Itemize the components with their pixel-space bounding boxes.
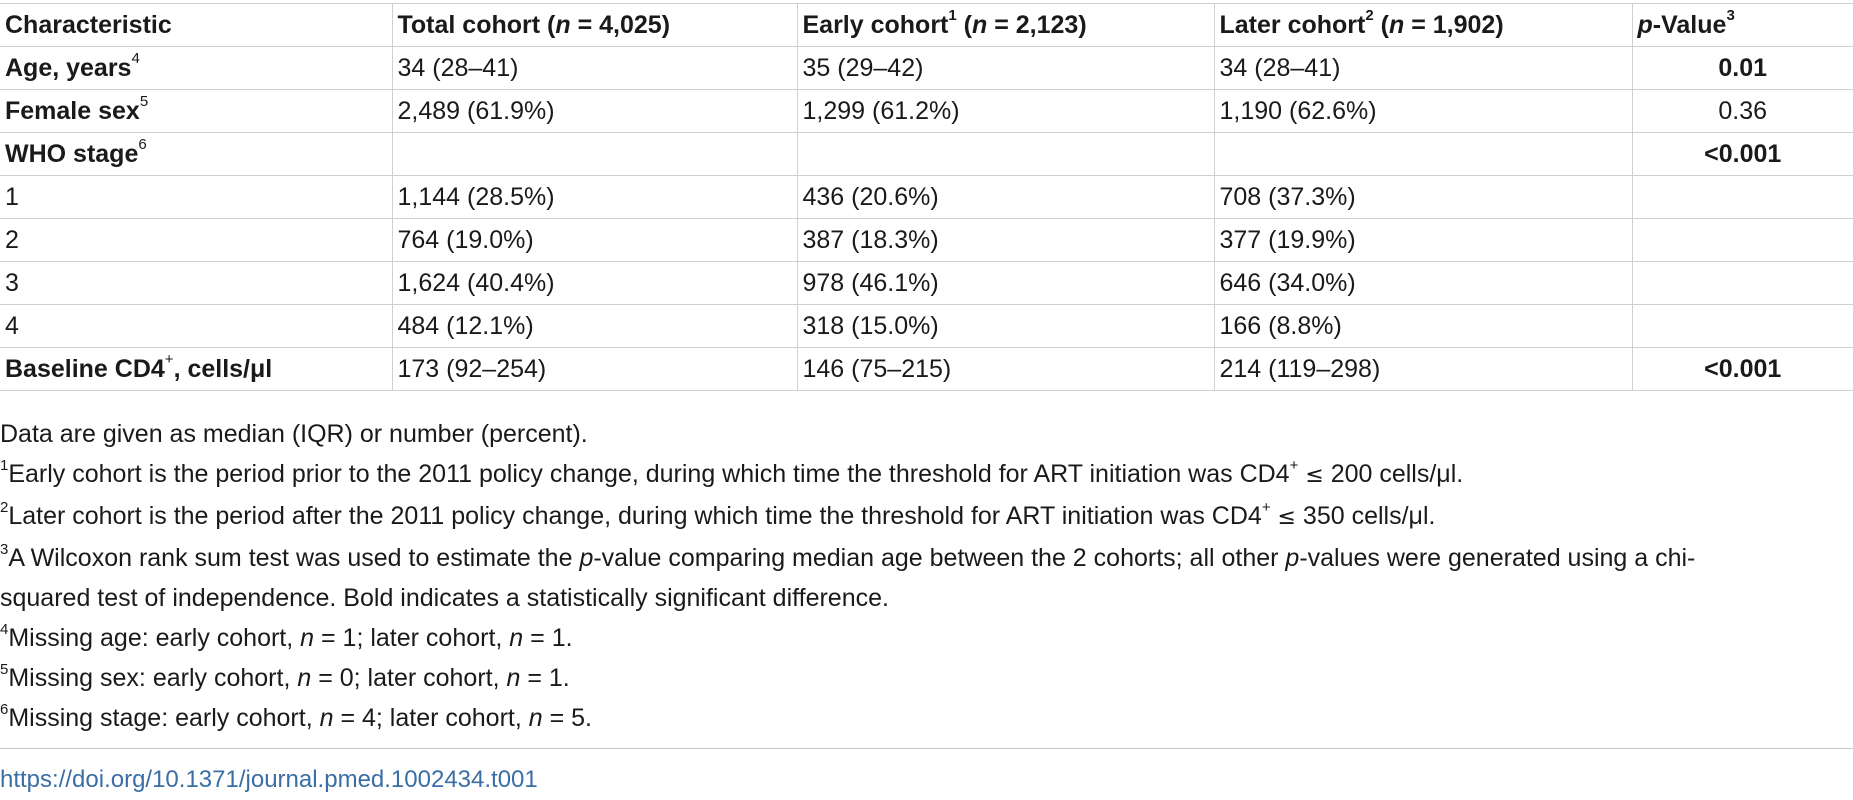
- cell-early: 978 (46.1%): [797, 261, 1215, 305]
- row-label: Age, years4: [0, 46, 393, 90]
- table-row: 3 1,624 (40.4%) 978 (46.1%) 646 (34.0%): [0, 261, 1853, 305]
- footnote-4: 4Missing age: early cohort, n = 1; later…: [0, 620, 573, 652]
- cell-early: [797, 132, 1215, 176]
- row-label: 1: [0, 175, 393, 219]
- cell-total: 764 (19.0%): [392, 218, 798, 262]
- row-label: 2: [0, 218, 393, 262]
- footnote-3: 3A Wilcoxon rank sum test was used to es…: [0, 540, 1696, 572]
- cell-early: 146 (75–215): [797, 347, 1215, 391]
- cell-p-value: [1632, 218, 1853, 262]
- cohort-characteristics-table: Characteristic Total cohort (n = 4,025) …: [0, 3, 1853, 391]
- cell-later: 1,190 (62.6%): [1214, 89, 1633, 133]
- table-row: 1 1,144 (28.5%) 436 (20.6%) 708 (37.3%): [0, 175, 1853, 219]
- footnote-6: 6Missing stage: early cohort, n = 4; lat…: [0, 700, 592, 732]
- table-row: WHO stage6 <0.001: [0, 132, 1853, 176]
- doi-link[interactable]: https://doi.org/10.1371/journal.pmed.100…: [0, 766, 538, 793]
- cell-total: 484 (12.1%): [392, 304, 798, 348]
- table-row: Age, years4 34 (28–41) 35 (29–42) 34 (28…: [0, 46, 1853, 90]
- row-label: Baseline CD4+, cells/μl: [0, 347, 393, 391]
- cell-p-value: [1632, 261, 1853, 305]
- header-early-cohort: Early cohort1 (n = 2,123): [797, 3, 1215, 47]
- cell-later: 166 (8.8%): [1214, 304, 1633, 348]
- cell-later: 646 (34.0%): [1214, 261, 1633, 305]
- cell-p-value: [1632, 175, 1853, 219]
- row-label: 3: [0, 261, 393, 305]
- cell-early: 1,299 (61.2%): [797, 89, 1215, 133]
- table-footnotes: Data are given as median (IQR) or number…: [0, 414, 1853, 738]
- row-label: 4: [0, 304, 393, 348]
- cell-total: 34 (28–41): [392, 46, 798, 90]
- table-row: Female sex5 2,489 (61.9%) 1,299 (61.2%) …: [0, 89, 1853, 133]
- table-row: 4 484 (12.1%) 318 (15.0%) 166 (8.8%): [0, 304, 1853, 348]
- cell-p-value: [1632, 304, 1853, 348]
- row-label: Female sex5: [0, 89, 393, 133]
- footnote-5: 5Missing sex: early cohort, n = 0; later…: [0, 660, 570, 692]
- table-header-row: Characteristic Total cohort (n = 4,025) …: [0, 3, 1853, 47]
- cell-later: [1214, 132, 1633, 176]
- cell-p-value: <0.001: [1632, 132, 1853, 176]
- cell-later: 214 (119–298): [1214, 347, 1633, 391]
- cell-early: 318 (15.0%): [797, 304, 1215, 348]
- footnote-1: 1Early cohort is the period prior to the…: [0, 456, 1464, 488]
- cell-later: 708 (37.3%): [1214, 175, 1633, 219]
- table-row: Baseline CD4+, cells/μl 173 (92–254) 146…: [0, 347, 1853, 391]
- cell-p-value: <0.001: [1632, 347, 1853, 391]
- cell-total: 1,144 (28.5%): [392, 175, 798, 219]
- cell-total: 2,489 (61.9%): [392, 89, 798, 133]
- cell-total: [392, 132, 798, 176]
- footnote-3-continued: squared test of independence. Bold indic…: [0, 584, 889, 612]
- footnote-data-format: Data are given as median (IQR) or number…: [0, 420, 588, 448]
- cell-total: 1,624 (40.4%): [392, 261, 798, 305]
- footer-divider: [0, 748, 1853, 749]
- row-label: WHO stage6: [0, 132, 393, 176]
- header-p-value: p-Value3: [1632, 3, 1853, 47]
- cell-early: 35 (29–42): [797, 46, 1215, 90]
- header-characteristic: Characteristic: [0, 3, 393, 47]
- cell-early: 436 (20.6%): [797, 175, 1215, 219]
- cell-later: 377 (19.9%): [1214, 218, 1633, 262]
- footnote-2: 2Later cohort is the period after the 20…: [0, 498, 1436, 530]
- table-row: 2 764 (19.0%) 387 (18.3%) 377 (19.9%): [0, 218, 1853, 262]
- cell-later: 34 (28–41): [1214, 46, 1633, 90]
- cell-p-value: 0.36: [1632, 89, 1853, 133]
- header-total-cohort: Total cohort (n = 4,025): [392, 3, 798, 47]
- cell-early: 387 (18.3%): [797, 218, 1215, 262]
- cell-total: 173 (92–254): [392, 347, 798, 391]
- header-later-cohort: Later cohort2 (n = 1,902): [1214, 3, 1633, 47]
- cell-p-value: 0.01: [1632, 46, 1853, 90]
